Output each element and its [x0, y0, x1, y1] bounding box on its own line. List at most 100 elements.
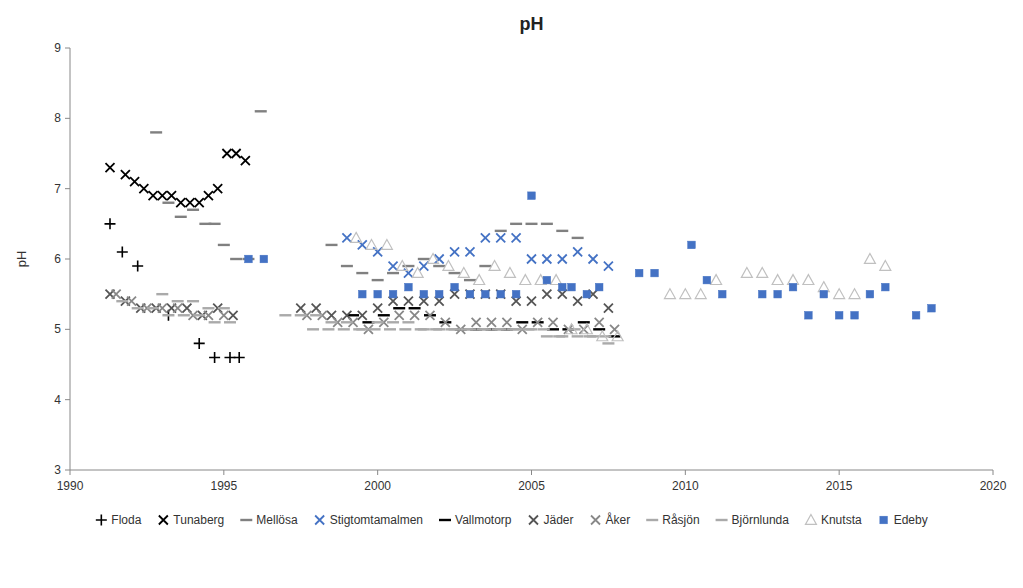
point — [374, 290, 382, 298]
point — [404, 297, 413, 306]
y-axis-label: pH — [14, 251, 29, 268]
point — [194, 338, 205, 349]
point — [573, 247, 582, 256]
series — [156, 294, 614, 343]
y-tick — [65, 329, 70, 330]
point — [213, 184, 222, 193]
point — [556, 230, 568, 232]
point — [358, 311, 367, 320]
legend-marker — [716, 519, 728, 521]
point — [526, 223, 538, 225]
point — [502, 318, 511, 327]
point — [882, 283, 890, 291]
x-tick — [839, 470, 840, 475]
point — [489, 261, 500, 271]
x-tick-label: 1990 — [57, 479, 84, 493]
point — [105, 163, 114, 172]
point — [127, 297, 136, 306]
series — [116, 301, 611, 336]
point — [132, 307, 144, 309]
legend-label: Åker — [606, 512, 631, 527]
point — [533, 318, 542, 327]
point — [389, 290, 397, 298]
point — [310, 314, 322, 316]
legend-item: Knutsta — [805, 513, 862, 527]
x-tick-label: 2010 — [672, 479, 699, 493]
point — [612, 331, 623, 341]
point — [581, 324, 592, 334]
point — [418, 258, 430, 260]
x-tick-label: 2015 — [826, 479, 853, 493]
legend-item: Floda — [96, 513, 142, 527]
point — [527, 297, 536, 306]
legend-item: Mellösa — [240, 513, 298, 527]
point — [104, 218, 115, 229]
point — [512, 233, 521, 242]
point — [162, 202, 174, 204]
y-tick — [65, 48, 70, 49]
point — [419, 262, 428, 271]
point — [466, 290, 474, 298]
point — [167, 191, 176, 200]
point — [326, 244, 338, 246]
plot-area — [104, 111, 935, 363]
point — [185, 198, 194, 207]
point — [373, 304, 382, 313]
point — [204, 191, 213, 200]
point — [695, 289, 706, 299]
point — [433, 328, 445, 330]
point — [604, 304, 613, 313]
point — [541, 335, 553, 337]
point — [542, 290, 551, 299]
point — [178, 314, 190, 316]
point — [322, 328, 334, 330]
series — [104, 218, 244, 363]
point — [229, 311, 238, 320]
series — [347, 308, 621, 336]
point — [510, 328, 522, 330]
point — [351, 232, 362, 242]
point — [558, 283, 566, 291]
point — [788, 275, 799, 285]
point — [495, 328, 507, 330]
series — [150, 111, 584, 280]
x-tick — [223, 470, 224, 475]
point — [187, 209, 199, 211]
point — [381, 239, 392, 249]
point — [566, 324, 577, 334]
legend-label: Stigtomtamalmen — [330, 513, 423, 527]
point — [803, 275, 814, 285]
point — [279, 314, 291, 316]
point — [464, 279, 476, 281]
legend-marker — [529, 516, 538, 525]
point — [495, 230, 507, 232]
point — [326, 321, 338, 323]
point — [425, 311, 434, 320]
chart: pH19901995200020052010201520203456789pHF… — [0, 0, 1023, 588]
point — [558, 255, 567, 264]
point — [418, 328, 430, 330]
y-tick-label: 6 — [54, 252, 61, 266]
point — [718, 290, 726, 298]
legend-label: Vallmotorp — [455, 513, 512, 527]
point — [595, 318, 604, 327]
point — [526, 328, 538, 330]
x-tick-label: 2020 — [980, 479, 1007, 493]
point — [465, 247, 474, 256]
point — [397, 261, 408, 271]
series — [105, 149, 249, 207]
legend-label: Edeby — [894, 513, 928, 527]
legend-label: Tunaberg — [173, 513, 224, 527]
point — [912, 311, 920, 319]
point — [443, 261, 454, 271]
legend-marker — [240, 519, 252, 521]
point — [405, 283, 413, 291]
page: {"chart_data": { "type": "scatter", "tit… — [0, 0, 1023, 588]
point — [112, 290, 121, 299]
point — [487, 318, 496, 327]
point — [835, 311, 843, 319]
point — [224, 321, 236, 323]
point — [172, 300, 184, 302]
axes: 19901995200020052010201520203456789pH — [14, 41, 1007, 493]
y-tick-label: 5 — [54, 322, 61, 336]
